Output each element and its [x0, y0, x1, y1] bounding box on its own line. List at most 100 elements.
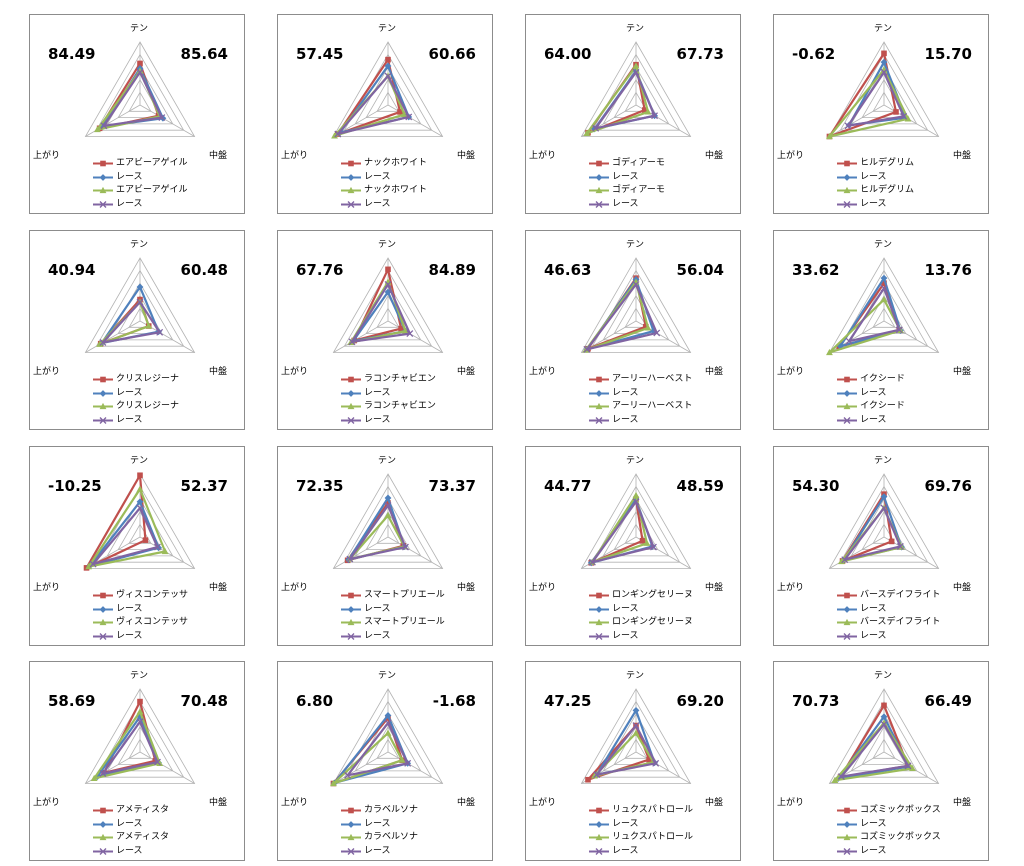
legend-key-icon: [588, 389, 610, 398]
legend-label: イクシード: [860, 401, 905, 411]
radar-panel: テン 中盤 上がり 33.62 13.76 イクシード レース イクシード レース: [773, 230, 989, 430]
axis-label: テン: [378, 671, 397, 681]
legend-key-icon: [588, 200, 610, 209]
data-point: [904, 762, 912, 770]
legend-label: レース: [860, 845, 887, 856]
legend-label: コズミックボックス: [860, 805, 941, 815]
legend-key-icon: [92, 159, 114, 168]
data-point: [632, 281, 640, 288]
legend-key-icon: [92, 389, 114, 398]
score-right: 60.66: [428, 45, 476, 63]
legend-entry: レース: [92, 845, 169, 859]
axis-label: 上がり: [33, 367, 61, 377]
data-point: [593, 771, 601, 779]
radar-panel: テン 中盤 上がり 64.00 67.73 ゴディアーモ レース ゴディアーモ レース: [525, 14, 741, 214]
axis-label: 上がり: [529, 583, 557, 593]
legend-entry: リュクスパトロール: [588, 804, 693, 818]
legend-entry: レース: [92, 818, 169, 832]
legend-label: レース: [116, 845, 143, 856]
grid-ring: [84, 688, 196, 784]
legend-key-icon: [836, 847, 858, 856]
grid-ring: [580, 41, 692, 137]
legend-key-icon: [340, 847, 362, 856]
legend-label: アーリーハーベスト: [612, 401, 693, 411]
data-point: [397, 109, 403, 115]
axis-label: 中盤: [209, 583, 228, 593]
score-left: 58.69: [48, 692, 96, 710]
legend-key-icon: [836, 159, 858, 168]
radar-chart: [580, 41, 692, 137]
legend-label: レース: [860, 630, 887, 641]
legend-entry: レース: [92, 603, 188, 617]
axis-label: 上がり: [777, 151, 805, 161]
data-point: [837, 773, 845, 781]
axis-label: 中盤: [209, 151, 228, 161]
axis-spoke: [387, 320, 443, 353]
legend-key-icon: [340, 833, 362, 842]
data-point: [94, 125, 101, 133]
grid-ring: [591, 53, 681, 131]
legend-entry: ヒルデグリム: [836, 157, 914, 171]
grid-ring: [95, 485, 185, 563]
legend-key-icon: [588, 159, 610, 168]
grid-ring: [343, 485, 433, 563]
grid-ring: [828, 41, 940, 137]
axis-spoke: [829, 104, 885, 137]
data-point: [826, 348, 833, 356]
data-point: [632, 707, 640, 714]
data-point: [346, 555, 354, 563]
data-point: [153, 543, 161, 551]
score-right: 13.76: [924, 261, 972, 279]
axis-label: 上がり: [281, 798, 309, 808]
radar-panel: テン 中盤 上がり 70.73 66.49 コズミックボックス レース コズミックボックス レー…: [773, 661, 989, 861]
data-point: [632, 722, 640, 729]
legend-key-icon: [588, 186, 610, 195]
data-point: [895, 326, 903, 334]
legend-key-icon: [92, 200, 114, 209]
legend-label: バースデイフライト: [860, 590, 941, 600]
radar-chart: [84, 257, 196, 353]
legend-entry: イクシード: [836, 400, 905, 414]
legend-key-icon: [92, 820, 114, 829]
data-point: [405, 113, 413, 121]
axis-spoke: [635, 751, 691, 784]
grid-ring: [332, 257, 444, 353]
legend-label: エアビーアゲイル: [116, 158, 188, 168]
legend: ゴディアーモ レース ゴディアーモ レース: [588, 157, 665, 211]
grid-ring: [343, 269, 433, 347]
data-point: [136, 485, 144, 492]
data-point: [384, 729, 392, 736]
radar-series: [85, 485, 169, 570]
data-point: [583, 345, 591, 353]
score-right: 84.89: [428, 261, 476, 279]
legend-entry: レース: [340, 198, 427, 212]
data-point: [643, 539, 651, 546]
legend-label: バースデイフライト: [860, 617, 941, 627]
legend-key-icon: [836, 605, 858, 614]
data-point: [137, 472, 143, 479]
axis-spoke: [387, 751, 443, 784]
radar-chart: [826, 41, 940, 140]
grid-ring: [376, 307, 400, 328]
data-point: [651, 112, 659, 120]
series-line: [333, 714, 409, 784]
score-right: 66.49: [924, 692, 972, 710]
data-point: [888, 538, 895, 545]
data-point: [384, 281, 392, 288]
radar-series: [334, 72, 413, 138]
axis-label: テン: [130, 240, 149, 250]
score-left: 54.30: [792, 477, 840, 495]
legend-key-icon: [588, 591, 610, 600]
legend-label: レース: [612, 387, 639, 398]
legend-key-icon: [340, 806, 362, 815]
series-line: [350, 283, 411, 343]
radar-series: [100, 68, 166, 130]
score-left: 6.80: [296, 692, 334, 710]
radar-panel: テン 中盤 上がり 44.77 48.59 ロンギングセリーヌ レース ロンギングセリーヌ レー…: [525, 446, 741, 646]
data-point: [136, 68, 144, 76]
legend-entry: レース: [92, 171, 187, 185]
radar-series: [90, 708, 164, 782]
data-point: [632, 729, 640, 736]
data-point: [161, 547, 169, 555]
legend-entry: カラベルソナ: [340, 804, 418, 818]
